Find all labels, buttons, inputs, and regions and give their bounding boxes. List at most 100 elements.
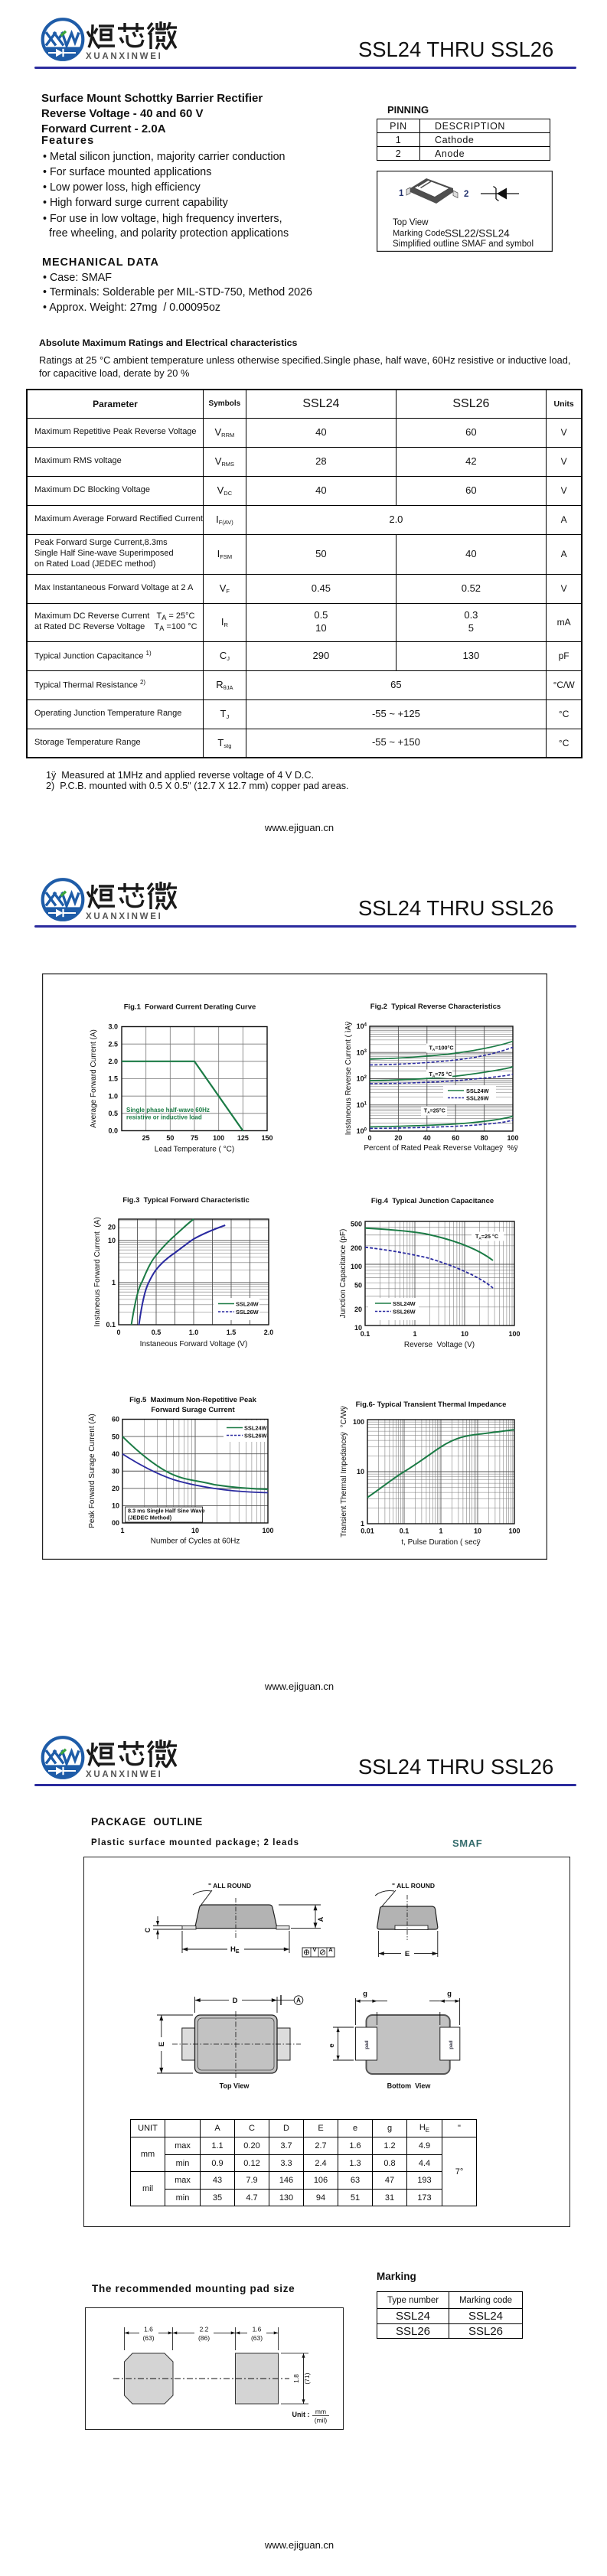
svg-text:A: A (328, 1946, 333, 1953)
svg-text:Lead Temperature ( °C): Lead Temperature ( °C) (155, 1146, 234, 1154)
svg-text:1.0: 1.0 (108, 1092, 118, 1100)
svg-text:V: V (312, 1946, 316, 1953)
svg-text:125: 125 (237, 1134, 249, 1142)
svg-text:Number of Cycles at 60Hz: Number of Cycles at 60Hz (151, 1537, 240, 1546)
svg-text:(86): (86) (198, 2334, 210, 2342)
svg-text:100: 100 (357, 1127, 367, 1135)
svg-text:TA=25 °C: TA=25 °C (475, 1233, 498, 1241)
svg-text:25: 25 (142, 1134, 150, 1142)
svg-text:104: 104 (357, 1022, 367, 1030)
svg-text:(mil): (mil) (315, 2417, 328, 2424)
svg-text:TA=100°C: TA=100°C (429, 1045, 454, 1052)
svg-text:Instaneous Reverse Current ( ì: Instaneous Reverse Current ( ìAÿ (344, 1022, 353, 1135)
svg-text:2.0: 2.0 (108, 1058, 118, 1065)
svg-text:SSL24W: SSL24W (244, 1425, 267, 1432)
svg-text:0.1: 0.1 (361, 1330, 370, 1338)
svg-text:20: 20 (112, 1485, 119, 1492)
svg-text:resistive or inductive load: resistive or inductive load (126, 1114, 202, 1121)
svg-text:100: 100 (508, 1330, 520, 1338)
svg-text:Transient Thermal Impedanceÿ: Transient Thermal Impedanceÿ °C/Wÿ (340, 1406, 348, 1537)
svg-text:2: 2 (464, 190, 468, 199)
svg-text:0.1: 0.1 (400, 1528, 410, 1535)
svg-text:Average Forward Current (A): Average Forward Current (A) (90, 1029, 98, 1128)
svg-text:Fig.3 Typical Forward Charact: Fig.3 Typical Forward Characteristic (122, 1196, 250, 1205)
svg-text:102: 102 (357, 1075, 367, 1083)
svg-text:100: 100 (213, 1134, 224, 1142)
svg-text:Peak Forward Surage Current (A: Peak Forward Surage Current (A) (88, 1414, 96, 1528)
svg-text:Marking Code: Marking Code (393, 229, 445, 238)
svg-text:75: 75 (191, 1134, 198, 1142)
svg-text:Unit :: Unit : (292, 2411, 310, 2418)
svg-text:Top View: Top View (393, 218, 429, 227)
svg-text:SSL26W: SSL26W (393, 1309, 416, 1316)
svg-text:g: g (363, 1990, 367, 1998)
svg-text:Fig.4 Typical Junction Capaci: Fig.4 Typical Junction Capacitance (371, 1197, 494, 1205)
svg-text:100: 100 (507, 1134, 518, 1142)
svg-text:pad: pad (449, 2040, 454, 2049)
svg-text:0.5: 0.5 (108, 1110, 118, 1117)
svg-text:10: 10 (461, 1330, 468, 1338)
svg-text:1.8: 1.8 (292, 2374, 300, 2383)
svg-text:Simplified outline SMAF and sy: Simplified outline SMAF and symbol (393, 240, 534, 249)
svg-text:10: 10 (108, 1237, 116, 1244)
svg-text:20: 20 (394, 1134, 402, 1142)
svg-text:0.01: 0.01 (361, 1528, 374, 1535)
svg-text:1.5: 1.5 (108, 1075, 118, 1083)
svg-text:40: 40 (423, 1134, 431, 1142)
svg-text:SSL24W: SSL24W (466, 1087, 489, 1094)
svg-text:10: 10 (191, 1527, 199, 1534)
svg-text:SSL26W: SSL26W (244, 1433, 267, 1440)
svg-text:1: 1 (361, 1520, 364, 1528)
svg-text:" ALL ROUND: " ALL ROUND (392, 1882, 435, 1890)
svg-text:TA=75 °C: TA=75 °C (429, 1071, 452, 1078)
svg-text:E: E (158, 2042, 166, 2046)
svg-text:Top View: Top View (220, 2082, 250, 2089)
svg-text:(63): (63) (142, 2334, 154, 2342)
svg-text:2.2: 2.2 (200, 2326, 209, 2333)
svg-text:(JEDEC Method): (JEDEC Method) (128, 1515, 172, 1521)
svg-text:g: g (447, 1990, 452, 1998)
svg-text:10: 10 (354, 1324, 362, 1332)
svg-text:8.3 ms Single Half Sine Wave: 8.3 ms Single Half Sine Wave (128, 1508, 205, 1515)
svg-text:0.1: 0.1 (106, 1321, 116, 1329)
svg-text:50: 50 (112, 1433, 119, 1440)
svg-text:2.0: 2.0 (264, 1329, 274, 1336)
svg-text:1: 1 (413, 1330, 416, 1338)
svg-text:Forward Surage Current: Forward Surage Current (151, 1406, 235, 1414)
svg-text:(71): (71) (303, 2372, 311, 2384)
svg-text:Percent of Rated Peak Reverse: Percent of Rated Peak Reverse Voltageÿ %… (364, 1144, 517, 1153)
svg-text:2.5: 2.5 (108, 1040, 118, 1048)
svg-text:10: 10 (112, 1502, 119, 1510)
svg-text:Fig.2 Typical Reverse Charact: Fig.2 Typical Reverse Characteristics (370, 1003, 501, 1011)
svg-text:40: 40 (112, 1450, 119, 1458)
svg-text:Bottom View: Bottom View (387, 2082, 432, 2089)
svg-text:20: 20 (354, 1306, 362, 1313)
svg-text:80: 80 (481, 1134, 488, 1142)
svg-text:A: A (317, 1916, 325, 1922)
svg-text:HE: HE (230, 1945, 240, 1955)
svg-text:1.6: 1.6 (253, 2326, 262, 2333)
svg-text:0: 0 (367, 1134, 371, 1142)
svg-text:1: 1 (439, 1528, 442, 1535)
svg-text:A: A (296, 1997, 301, 2004)
svg-text:Fig.1 Forward Current Deratin: Fig.1 Forward Current Derating Curve (124, 1003, 256, 1012)
svg-text:200: 200 (351, 1244, 362, 1252)
svg-text:Instaneous Forward Voltage (V): Instaneous Forward Voltage (V) (140, 1340, 248, 1348)
svg-text:100: 100 (351, 1263, 362, 1270)
svg-text:Single phase half-wave 60Hz: Single phase half-wave 60Hz (126, 1107, 210, 1114)
svg-text:Junction Capacitance (pF): Junction Capacitance (pF) (339, 1229, 348, 1319)
svg-text:00: 00 (112, 1519, 119, 1527)
svg-text:1.6: 1.6 (144, 2326, 153, 2333)
svg-text:SSL24W: SSL24W (236, 1301, 259, 1308)
svg-text:1: 1 (399, 189, 404, 198)
svg-text:10: 10 (357, 1468, 364, 1475)
svg-text:" ALL ROUND: " ALL ROUND (208, 1882, 251, 1890)
svg-text:103: 103 (357, 1048, 367, 1056)
svg-text:30: 30 (112, 1467, 119, 1475)
svg-text:0.5: 0.5 (152, 1329, 162, 1336)
svg-text:TA=25°C: TA=25°C (424, 1107, 445, 1115)
svg-text:Fig.6- Typical Transient Therm: Fig.6- Typical Transient Thermal Impedan… (356, 1400, 507, 1409)
svg-text:0: 0 (116, 1329, 120, 1336)
svg-text:60: 60 (452, 1134, 459, 1142)
svg-text:0.0: 0.0 (108, 1127, 118, 1135)
